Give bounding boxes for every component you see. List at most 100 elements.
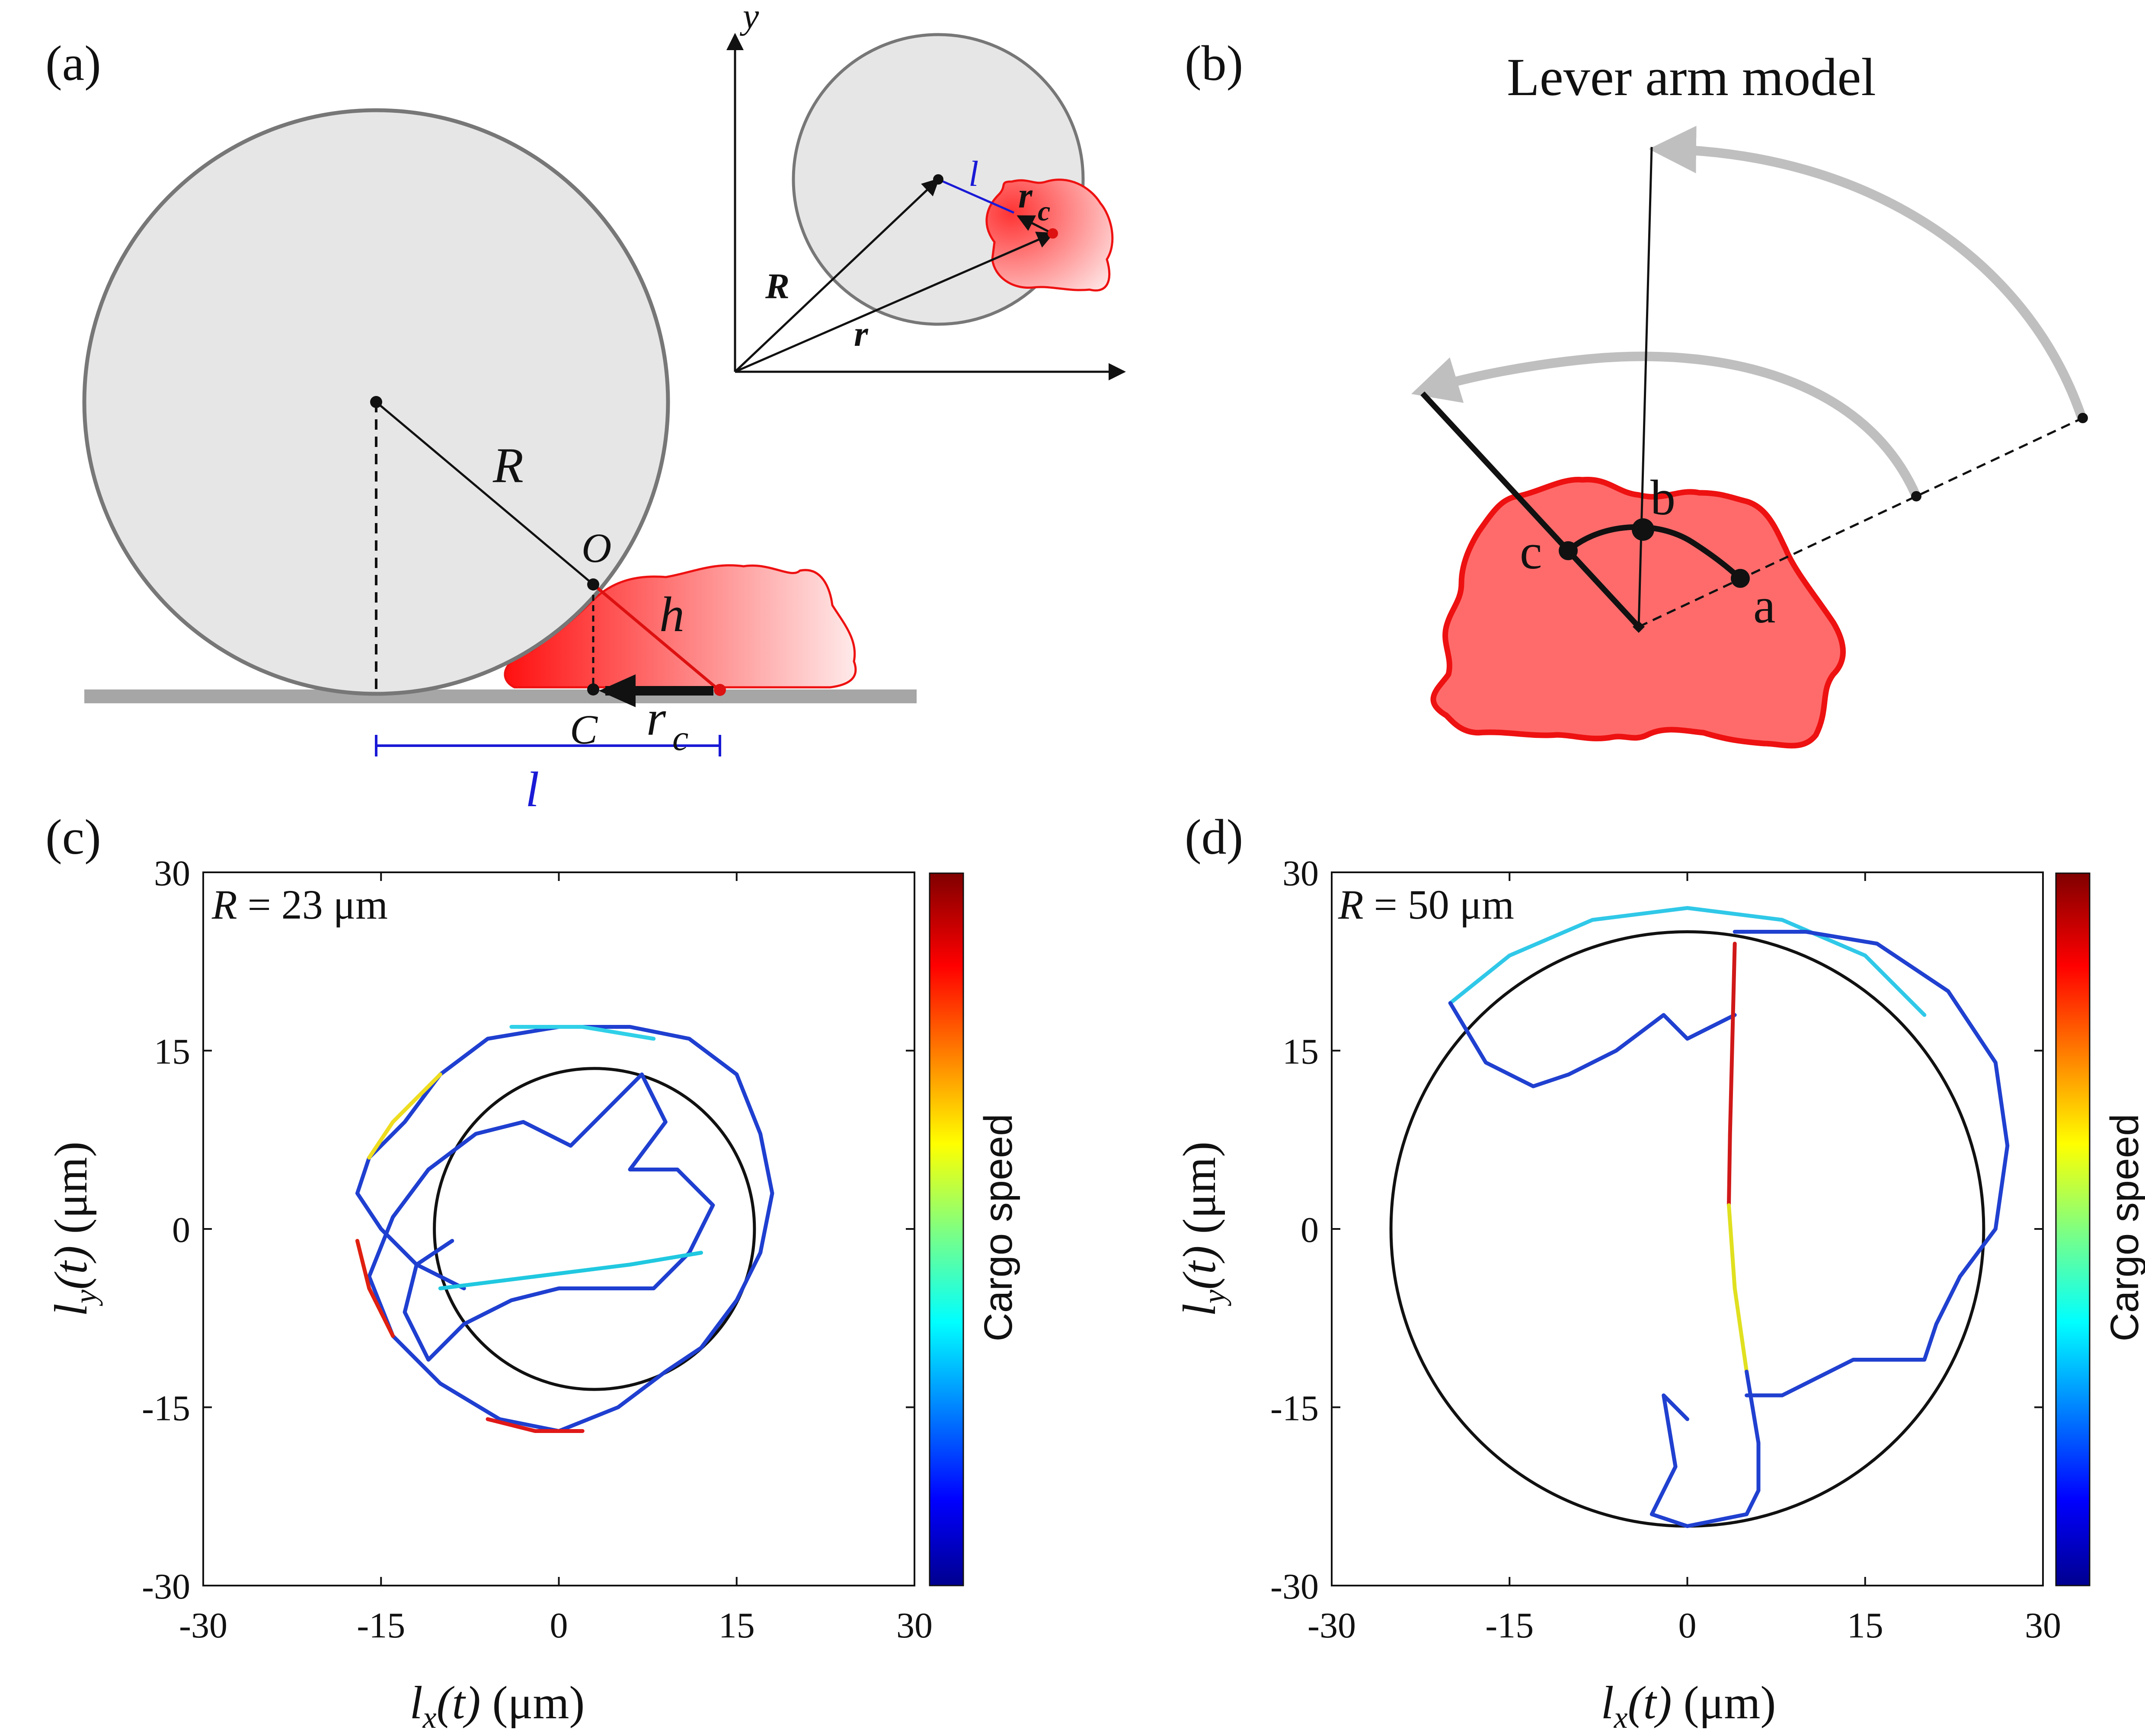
label-C: C <box>570 706 598 753</box>
plot-d-xtick-label: -15 <box>1485 1605 1534 1646</box>
label-a: a <box>1753 578 1776 634</box>
plot-c-ylabel: ly(t) (μm) <box>45 1142 103 1317</box>
plot-c-ytick-label: 30 <box>154 853 190 894</box>
plot-d-ytick-label: 30 <box>1282 853 1319 894</box>
inset-y-label: y <box>739 0 759 36</box>
plot-c-series-cyan-chord <box>438 1251 703 1290</box>
plot-d-content <box>1389 906 2010 1528</box>
panel-d-label: (d) <box>1185 810 1243 865</box>
plot-c-ytick-label: -15 <box>142 1388 190 1429</box>
plot-c-series-fast-red <box>355 1239 395 1338</box>
panel-c: (c) R = 23 μm -30 -15 0 15 30 -30 -15 0 15 30 Car… <box>45 810 1020 1735</box>
plot-d-ytick-label: 15 <box>1282 1032 1319 1072</box>
panel-a-label: (a) <box>45 36 101 91</box>
plot-c-annotation: R = 23 μm <box>211 881 388 928</box>
point-c <box>1559 541 1578 560</box>
plot-d-ytick-label: 0 <box>1301 1210 1319 1250</box>
pivot <box>1633 621 1645 633</box>
plot-c-annotation-val: = 23 μm <box>237 881 388 928</box>
inset-r-vector <box>735 232 1055 373</box>
plot-d-series-vertical-fast <box>1727 941 1737 1207</box>
plot-d-annotation: R = 50 μm <box>1338 881 1514 928</box>
label-h: h <box>659 587 684 642</box>
plot-c-ytick-label: 15 <box>154 1032 190 1072</box>
plot-d-annotation-sym: R <box>1338 881 1364 928</box>
panel-a: (a) R O h C r c l y <box>45 0 1126 817</box>
angle-arc <box>1566 524 1742 581</box>
label-rc: r <box>646 691 666 746</box>
plot-d-xtick-label: 0 <box>1678 1605 1697 1646</box>
inset-cell-dot <box>1048 228 1058 239</box>
inset-l-label: l <box>969 154 978 194</box>
inset-R-vector <box>734 178 940 373</box>
plot-d-series-vertical-mid <box>1727 1203 1749 1374</box>
radius-line <box>375 401 594 585</box>
label-c: c <box>1520 524 1542 580</box>
dash-dot-1 <box>1911 491 1921 501</box>
inset-R-label: R <box>765 266 790 306</box>
plot-c-xtick-label: -30 <box>179 1605 227 1646</box>
cell-center-dot <box>714 684 726 696</box>
plot-d-ytick-label: -15 <box>1270 1388 1319 1429</box>
label-O: O <box>582 525 611 571</box>
plot-d-xlabel: lx(t) (μm) <box>1601 1677 1776 1735</box>
plot-c-frame <box>202 871 915 1586</box>
point-a <box>1731 569 1750 588</box>
plot-d-ytick-label: -30 <box>1270 1567 1319 1607</box>
rc-arrow-head <box>599 674 636 707</box>
plot-d-xtick-label: 30 <box>2025 1605 2061 1646</box>
plot-c-circle <box>433 1067 756 1391</box>
colorbar-c <box>929 872 964 1586</box>
plot-c-content <box>355 1025 774 1433</box>
label-rc-sub: c <box>672 718 688 758</box>
plot-d-ylabel: ly(t) (μm) <box>1174 1142 1231 1317</box>
dash-dot-2 <box>2078 413 2088 423</box>
inset-l-segment <box>937 178 1015 214</box>
lever-dashed <box>1638 417 2084 628</box>
plot-c-xtick-label: 0 <box>550 1605 568 1646</box>
plot-c-annotation-sym: R <box>211 881 237 928</box>
plot-c-xtick-label: -15 <box>357 1605 405 1646</box>
colorbar-d-label: Cargo speed <box>2103 1114 2145 1342</box>
plot-c-xtick-label: 30 <box>896 1605 933 1646</box>
plot-c-xlabel: lx(t) (μm) <box>410 1677 585 1735</box>
colorbar-c-label: Cargo speed <box>976 1114 1020 1342</box>
lever-left <box>1420 391 1641 629</box>
plot-d-frame <box>1331 871 2044 1586</box>
plot-c-series-fast-bottom <box>486 1417 585 1433</box>
panel-c-label: (c) <box>45 810 101 865</box>
panel-b-label: (b) <box>1185 36 1243 91</box>
plot-d-series-right-arc <box>1733 930 2010 1398</box>
gray-arrow-outer <box>1649 125 2087 420</box>
plot-c-series-fast-yellow <box>367 1072 442 1160</box>
inset-r-label: r <box>854 314 869 354</box>
plot-d-series-left-wander <box>1448 1001 1737 1088</box>
inset-rc-label: r <box>1018 176 1033 216</box>
label-R: R <box>492 438 524 493</box>
label-l: l <box>525 762 539 817</box>
inset-center-dot <box>933 174 943 185</box>
inset-rc-vector <box>1017 215 1052 234</box>
point-C <box>587 683 599 696</box>
panel-b: (b) Lever arm model a b c <box>1185 36 2088 749</box>
point-O <box>587 578 599 590</box>
plot-d-series-bottom-loop <box>1650 1369 1761 1528</box>
point-b <box>1632 518 1654 541</box>
plot-c-xtick-label: 15 <box>719 1605 755 1646</box>
inset-diagram: y l r c R r <box>726 0 1126 380</box>
plot-d-xtick-label: -30 <box>1307 1605 1356 1646</box>
plot-d-xtick-label: 15 <box>1847 1605 1883 1646</box>
lever-vertical <box>1637 147 1653 627</box>
plot-c-ticks: -30 -15 0 15 30 -30 -15 0 15 30 <box>142 853 933 1646</box>
panel-b-title: Lever arm model <box>1507 48 1876 107</box>
label-b: b <box>1650 470 1675 526</box>
ground-surface <box>84 689 917 703</box>
plot-d-series-arc-top <box>1448 906 1927 1017</box>
inset-rc-sub: c <box>1038 195 1050 227</box>
h-line <box>592 583 721 692</box>
colorbar-d <box>2055 872 2091 1586</box>
plot-d-ticks: -30 -15 0 15 30 -30 -15 0 15 30 <box>1270 853 2061 1646</box>
plot-c-series-cyan-top <box>509 1025 656 1041</box>
plot-d-annotation-val: = 50 μm <box>1364 881 1514 928</box>
